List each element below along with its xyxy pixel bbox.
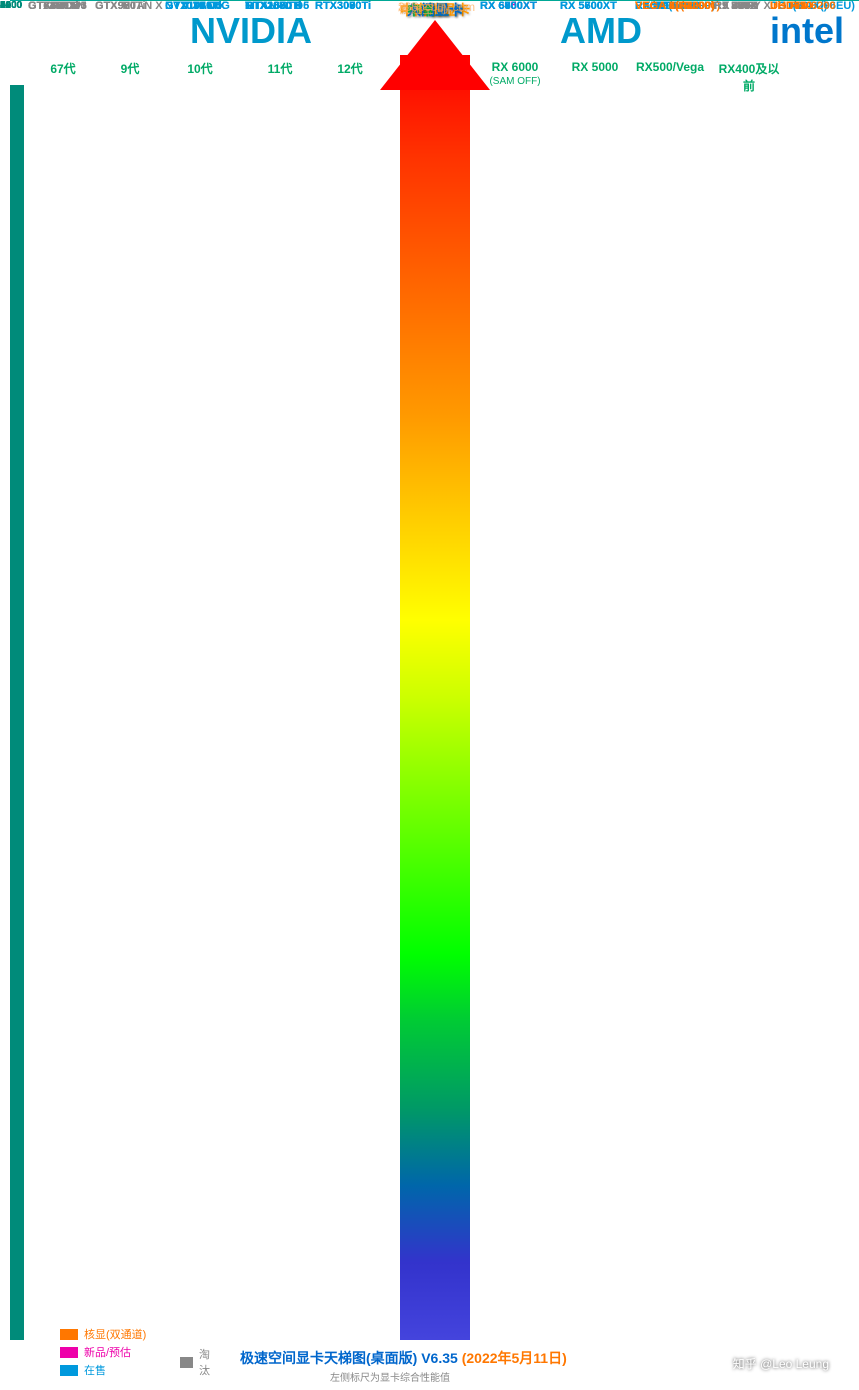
footer-date: (2022年5月11日): [462, 1350, 567, 1366]
column-header-nv_67: 67代: [28, 60, 98, 77]
column-subheader-amd_6000: (SAM OFF): [480, 76, 550, 87]
watermark: 365pcbuy.com: [398, 0, 475, 14]
legend-swatch: [60, 1365, 78, 1376]
legend-item: 在售: [60, 1362, 146, 1378]
author-credit: 知乎 @Leo Leung: [733, 1355, 829, 1372]
column-header-amd_400: RX400及以前: [714, 60, 784, 94]
gpu-label: GT1030 D4: [165, 0, 222, 12]
legend-label: 新品/预估: [84, 1344, 131, 1360]
gpu-label: RTX3050: [315, 0, 361, 12]
legend-item: 淘汰: [180, 1346, 215, 1378]
gradient-arrow-body: [400, 55, 470, 1340]
legend-label: 淘汰: [199, 1346, 215, 1378]
legend-swatch: [60, 1347, 78, 1358]
gpu-label: UHD610: [770, 0, 812, 12]
gpu-label: GTX1650 D5: [245, 0, 309, 12]
legend-label: 在售: [84, 1362, 106, 1378]
column-header-nv_12: 12代: [315, 60, 385, 77]
column-header-amd_vega: RX500/Vega: [635, 60, 705, 74]
column-header-nv_11: 11代: [245, 60, 315, 77]
gpu-hierarchy-chart: NVIDIA AMD intel 67代9代10代 11代12代 RX 6000 (SAM…: [0, 0, 859, 1390]
column-header-nv_9: 9代: [95, 60, 165, 77]
column-header-amd_5000: RX 5000: [560, 60, 630, 74]
footer-subtitle: 左侧标尺为显卡综合性能值: [330, 1369, 450, 1384]
brand-nvidia: NVIDIA: [190, 10, 312, 52]
gpu-label: GT720 D3: [28, 0, 79, 12]
footer-title: 极速空间显卡天梯图(桌面版) V6.35 (2022年5月11日): [240, 1348, 567, 1368]
brand-intel: intel: [770, 10, 844, 52]
legend-item: 新品/预估: [60, 1344, 146, 1360]
legend-item: 核显(双通道): [60, 1326, 146, 1342]
legend-swatch: [60, 1329, 78, 1340]
y-tick: 50: [0, 0, 26, 11]
gradient-arrow-head: [380, 20, 490, 90]
legend: 核显(双通道)新品/预估在售淘汰: [60, 1326, 146, 1380]
column-header-amd_6000: RX 6000: [480, 60, 550, 74]
legend-label: 核显(双通道): [84, 1326, 146, 1342]
gpu-label: GTX950: [95, 0, 136, 12]
gpu-label: R7 350: [714, 0, 749, 12]
gpu-label: RX 6400: [480, 0, 523, 12]
brand-amd: AMD: [560, 10, 642, 52]
y-axis-bar: [10, 85, 24, 1340]
column-header-nv_10: 10代: [165, 60, 235, 77]
gpu-label: VEGA 3: [635, 0, 675, 12]
legend-swatch: [180, 1357, 193, 1368]
footer-title-text: 极速空间显卡天梯图(桌面版) V6.35: [240, 1350, 458, 1366]
gpu-label: RX 5500XT: [560, 0, 617, 12]
